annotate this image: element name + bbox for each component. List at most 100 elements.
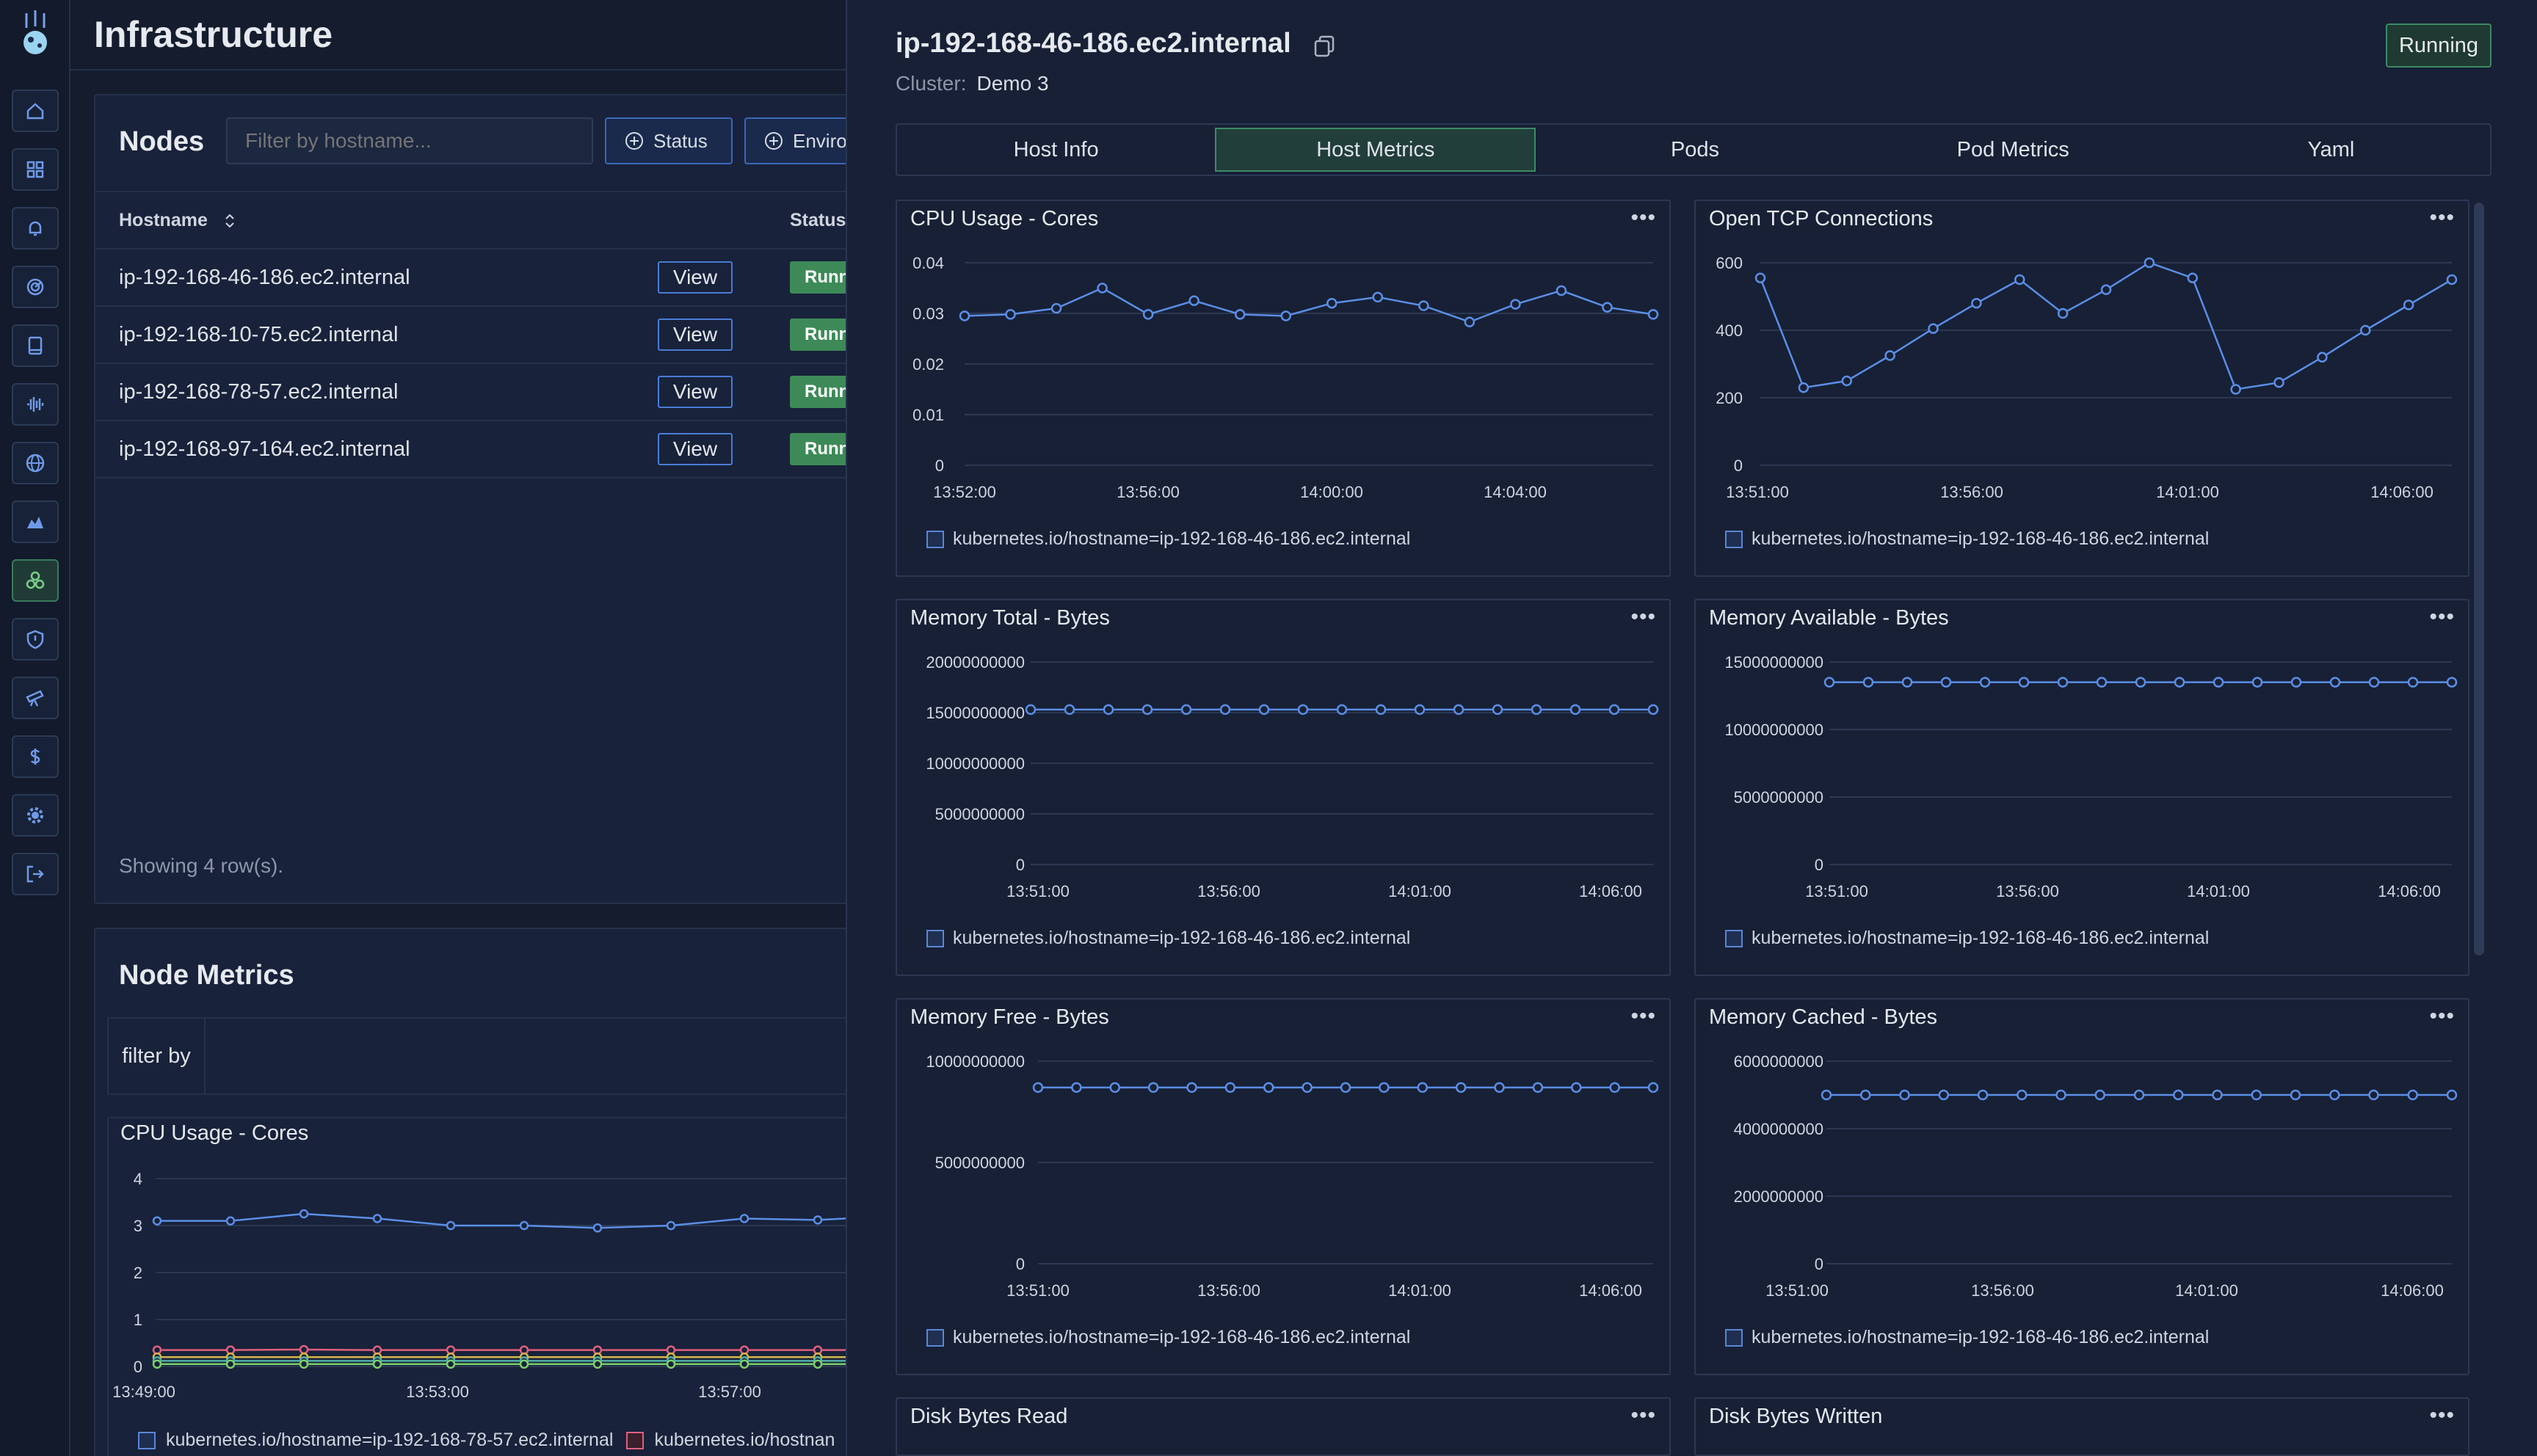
more-options-icon[interactable]: ••• [2429,205,2455,230]
tab-pods[interactable]: Pods [1670,137,1720,161]
data-point[interactable] [666,1359,676,1369]
more-options-icon[interactable]: ••• [1630,1004,1656,1028]
data-point[interactable] [1899,1089,1910,1101]
data-point[interactable] [1297,704,1309,716]
sidebar-item-map[interactable] [12,500,59,543]
sidebar-item-telescope[interactable] [12,677,59,719]
data-point[interactable] [1647,309,1659,320]
view-button[interactable]: View [658,433,733,465]
data-point[interactable] [1492,704,1503,716]
data-point[interactable] [813,1359,823,1369]
hostname-column-header[interactable]: Hostname [119,210,238,231]
data-point[interactable] [2187,272,2198,283]
data-point[interactable] [1494,1082,1505,1093]
data-point[interactable] [2368,677,2380,688]
data-point[interactable] [1556,285,1567,296]
data-point[interactable] [739,1214,750,1223]
data-point[interactable] [592,1359,603,1369]
data-point[interactable] [1180,704,1192,716]
data-point[interactable] [225,1216,236,1226]
data-point[interactable] [1379,1082,1390,1093]
data-point[interactable] [2403,299,2414,310]
data-point[interactable] [1569,704,1581,716]
data-point[interactable] [2407,1089,2418,1101]
data-point[interactable] [1609,1082,1620,1093]
data-point[interactable] [2173,1089,2184,1101]
data-point[interactable] [2290,1089,2301,1101]
sidebar-item-globe[interactable] [12,442,59,484]
data-point[interactable] [1602,302,1613,313]
more-options-icon[interactable]: ••• [2429,605,2455,629]
data-point[interactable] [2213,677,2224,688]
sidebar-item-dashboard[interactable] [12,148,59,191]
more-options-icon[interactable]: ••• [1630,205,1656,230]
data-point[interactable] [1841,375,1852,387]
data-point[interactable] [1025,704,1037,716]
data-point[interactable] [1224,1082,1236,1093]
sidebar-item-book[interactable] [12,324,59,367]
data-point[interactable] [1372,291,1384,303]
data-point[interactable] [2329,677,2341,688]
data-point[interactable] [739,1359,750,1369]
sidebar-item-bell[interactable] [12,207,59,250]
data-point[interactable] [1417,1082,1428,1093]
data-point[interactable] [1186,1082,1197,1093]
data-point[interactable] [1571,1082,1582,1093]
tab-pod-metrics[interactable]: Pod Metrics [1956,137,2069,161]
data-point[interactable] [2135,677,2146,688]
more-options-icon[interactable]: ••• [1630,1403,1656,1427]
data-point[interactable] [299,1344,309,1355]
data-point[interactable] [1901,677,1913,688]
filter-by-bar[interactable]: filter by [107,1017,856,1095]
tab-host-metrics[interactable]: Host Metrics [1215,128,1536,172]
sidebar-item-logout[interactable] [12,853,59,895]
data-point[interactable] [959,310,970,321]
data-point[interactable] [519,1220,529,1231]
status-filter-button[interactable]: Status [605,117,733,164]
data-point[interactable] [1979,677,1991,688]
sidebar-item-shield[interactable] [12,618,59,660]
data-point[interactable] [2055,1089,2066,1101]
data-point[interactable] [1453,704,1465,716]
data-point[interactable] [1219,704,1231,716]
data-point[interactable] [666,1220,676,1231]
data-point[interactable] [1608,704,1620,716]
data-point[interactable] [1862,677,1874,688]
data-point[interactable] [1109,1082,1120,1093]
data-point[interactable] [1754,272,1766,283]
table-row[interactable]: ip-192-168-97-164.ec2.internal View Runnin… [95,421,871,478]
scrollbar[interactable] [2474,203,2484,956]
data-point[interactable] [2446,677,2458,688]
data-point[interactable] [2212,1089,2223,1101]
sidebar-item-radar[interactable] [12,266,59,308]
tab-yaml[interactable]: Yaml [2307,137,2355,161]
data-point[interactable] [1938,1089,1949,1101]
data-point[interactable] [1340,1082,1351,1093]
copy-icon[interactable] [1313,34,1338,59]
data-point[interactable] [2174,677,2185,688]
data-point[interactable] [1280,310,1291,321]
data-point[interactable] [1414,704,1426,716]
table-row[interactable]: ip-192-168-78-57.ec2.internal View Running [95,364,871,421]
data-point[interactable] [1375,704,1387,716]
table-row[interactable]: ip-192-168-10-75.ec2.internal View Running [95,307,871,364]
data-point[interactable] [813,1215,823,1225]
data-point[interactable] [1860,1089,1871,1101]
hostname-filter-input[interactable] [226,117,593,164]
data-point[interactable] [2014,274,2025,285]
data-point[interactable] [2133,1089,2145,1101]
data-point[interactable] [2407,677,2419,688]
data-point[interactable] [299,1209,309,1219]
more-options-icon[interactable]: ••• [2429,1004,2455,1028]
app-logo-icon[interactable] [16,10,54,59]
data-point[interactable] [1336,704,1348,716]
data-point[interactable] [2094,1089,2105,1101]
data-point[interactable] [2446,274,2458,285]
data-point[interactable] [1234,309,1246,320]
chart-legend[interactable]: kubernetes.io/hostname=ip-192-168-46-186… [1725,1327,2209,1348]
data-point[interactable] [1147,1082,1159,1093]
data-point[interactable] [152,1216,162,1226]
chart-legend[interactable]: kubernetes.io/hostname=ip-192-168-46-186… [926,1327,1410,1348]
tab-host-info[interactable]: Host Info [1013,137,1099,161]
view-button[interactable]: View [658,376,733,408]
